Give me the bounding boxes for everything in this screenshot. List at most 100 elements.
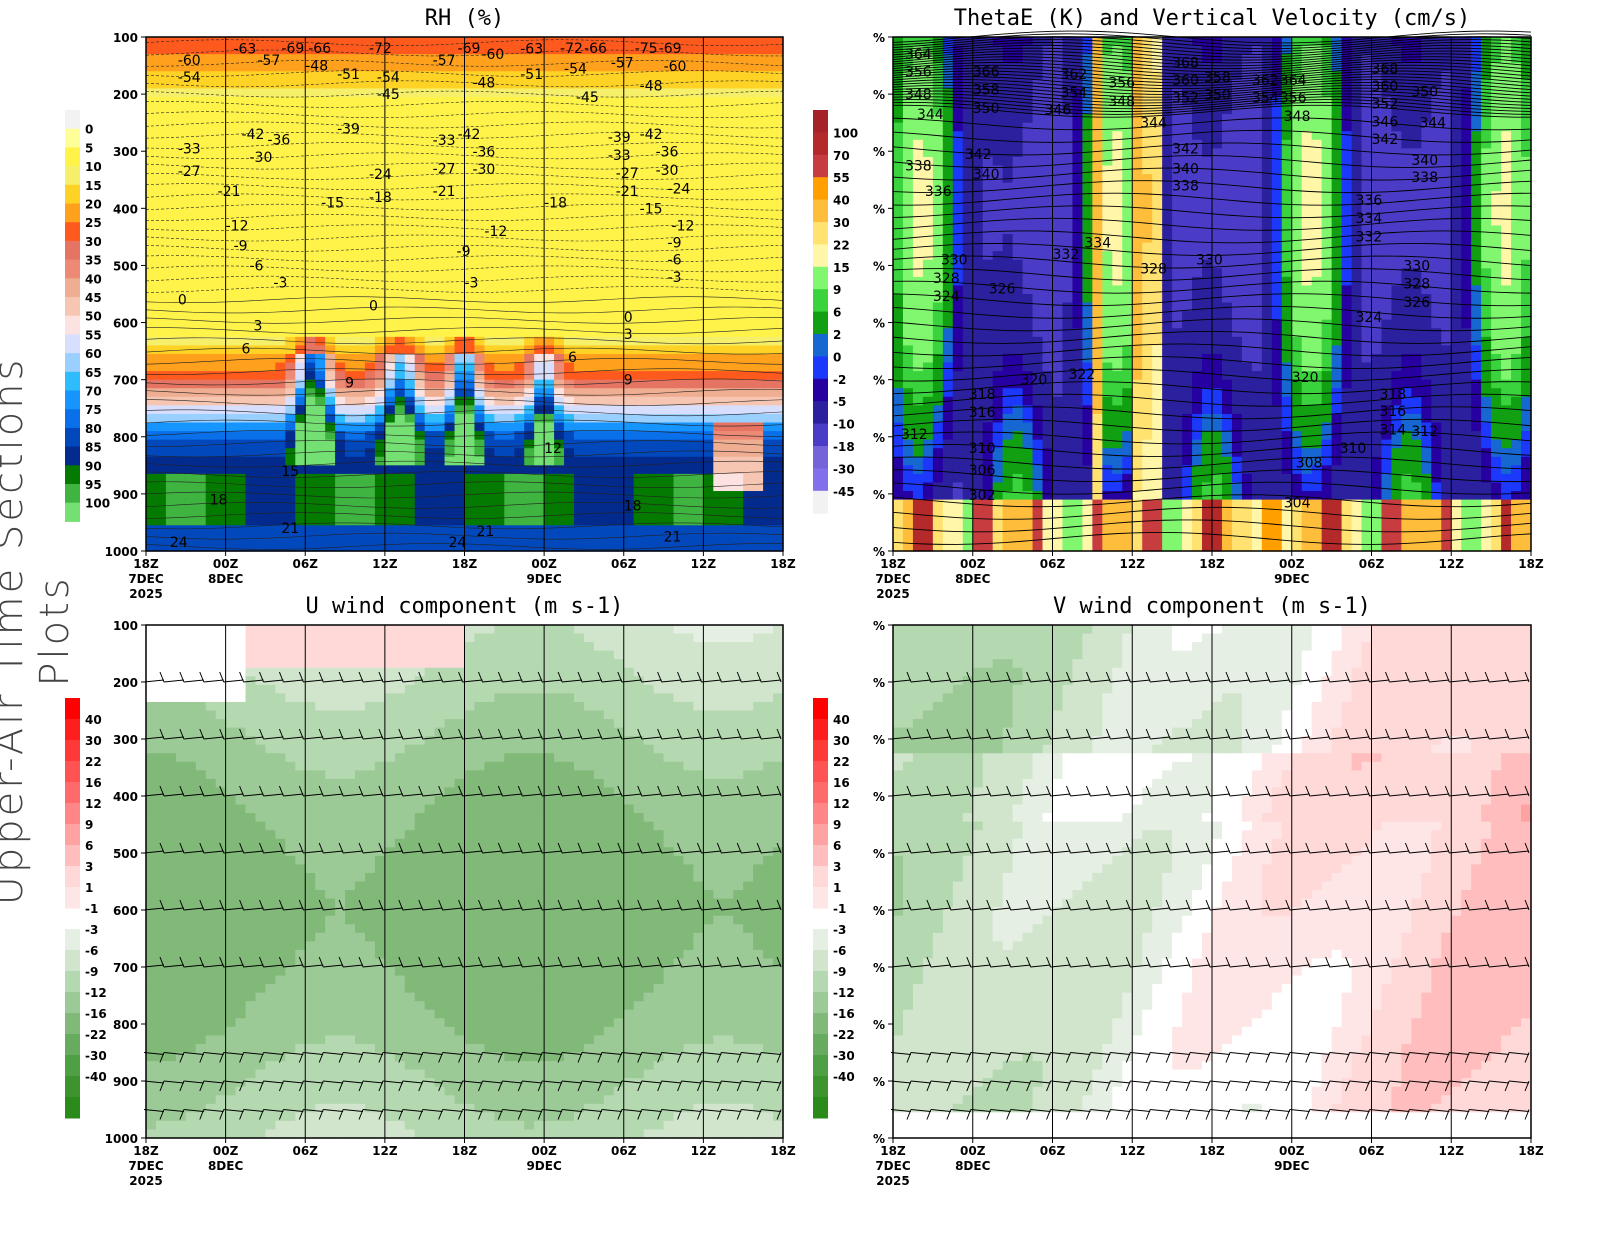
field-cell	[773, 131, 784, 141]
field-cell	[165, 336, 177, 346]
field-cell	[205, 148, 217, 158]
field-cell	[753, 79, 764, 89]
field-cell	[703, 182, 714, 192]
field-cell	[544, 62, 555, 72]
field-cell	[235, 405, 247, 415]
field-cell	[155, 473, 167, 484]
field-cell	[245, 396, 257, 406]
field-cell	[922, 165, 934, 175]
field-cell	[583, 422, 595, 432]
field-cell	[534, 328, 545, 338]
field-cell	[364, 174, 376, 184]
field-cell	[384, 139, 396, 149]
field-cell	[155, 79, 167, 89]
field-cell	[394, 148, 406, 158]
isotherm-line	[145, 224, 784, 232]
field-cell	[225, 319, 237, 329]
contour-label: -63	[233, 41, 256, 57]
field-cell	[763, 174, 774, 184]
field-cell	[275, 542, 286, 552]
field-cell	[912, 156, 924, 167]
field-cell	[404, 525, 416, 535]
field-cell	[484, 448, 495, 458]
field-cell	[225, 533, 237, 544]
field-cell	[763, 62, 774, 72]
field-cell	[295, 105, 306, 115]
field-cell	[146, 516, 157, 526]
field-cell	[613, 114, 625, 124]
field-cell	[653, 225, 665, 235]
field-cell	[583, 362, 595, 372]
field-cell	[733, 96, 744, 107]
contour-label: -9	[457, 244, 471, 260]
field-cell	[554, 199, 565, 209]
field-cell	[673, 259, 685, 269]
field-cell	[524, 336, 535, 346]
field-cell	[374, 79, 386, 89]
field-cell	[235, 96, 247, 107]
field-cell	[733, 379, 744, 389]
field-cell	[972, 422, 984, 432]
field-cell	[573, 122, 585, 132]
field-cell	[275, 225, 286, 235]
field-cell	[573, 148, 585, 158]
field-cell	[205, 336, 217, 346]
field-cell	[305, 122, 316, 132]
field-cell	[215, 105, 227, 115]
field-cell	[893, 165, 904, 175]
field-cell	[315, 208, 326, 218]
field-cell	[534, 379, 545, 389]
field-cell	[245, 294, 257, 304]
field-cell	[633, 473, 645, 484]
field-cell	[315, 105, 326, 115]
field-cell	[703, 148, 714, 158]
field-cell	[245, 148, 257, 158]
field-cell	[902, 148, 914, 158]
field-cell	[185, 37, 197, 47]
field-cell	[773, 294, 784, 304]
field-cell	[544, 285, 555, 295]
field-cell	[215, 302, 227, 312]
field-cell	[454, 328, 466, 338]
field-cell	[335, 431, 346, 441]
field-cell	[743, 473, 754, 484]
field-cell	[155, 345, 167, 355]
field-cell	[424, 405, 436, 415]
field-cell	[703, 122, 714, 132]
field-cell	[962, 174, 974, 184]
field-cell	[315, 465, 326, 475]
field-cell	[255, 268, 267, 278]
field-cell	[1012, 62, 1024, 72]
field-cell	[713, 473, 724, 484]
field-cell	[1032, 431, 1044, 441]
field-cell	[1022, 96, 1034, 107]
field-cell	[414, 242, 426, 252]
field-cell	[603, 242, 615, 252]
field-cell	[434, 79, 446, 89]
field-cell	[175, 208, 187, 218]
field-cell	[952, 79, 964, 89]
field-cell	[583, 302, 595, 312]
field-cell	[364, 156, 376, 167]
field-cell	[544, 345, 555, 355]
field-cell	[275, 105, 286, 115]
field-cell	[1022, 79, 1034, 89]
field-cell	[743, 388, 754, 398]
field-cell	[593, 71, 605, 81]
field-cell	[544, 319, 555, 329]
field-cell	[235, 88, 247, 98]
field-cell	[504, 542, 515, 552]
field-cell	[494, 131, 505, 141]
field-cell	[225, 405, 237, 415]
field-cell	[474, 285, 486, 295]
field-cell	[394, 499, 406, 509]
field-cell	[335, 122, 346, 132]
field-cell	[285, 114, 296, 124]
field-cell	[345, 353, 356, 364]
field-cell	[912, 482, 924, 492]
field-cell	[643, 542, 655, 552]
field-cell	[165, 122, 177, 132]
field-cell	[992, 216, 1004, 227]
field-cell	[693, 473, 704, 484]
field-cell	[544, 268, 555, 278]
